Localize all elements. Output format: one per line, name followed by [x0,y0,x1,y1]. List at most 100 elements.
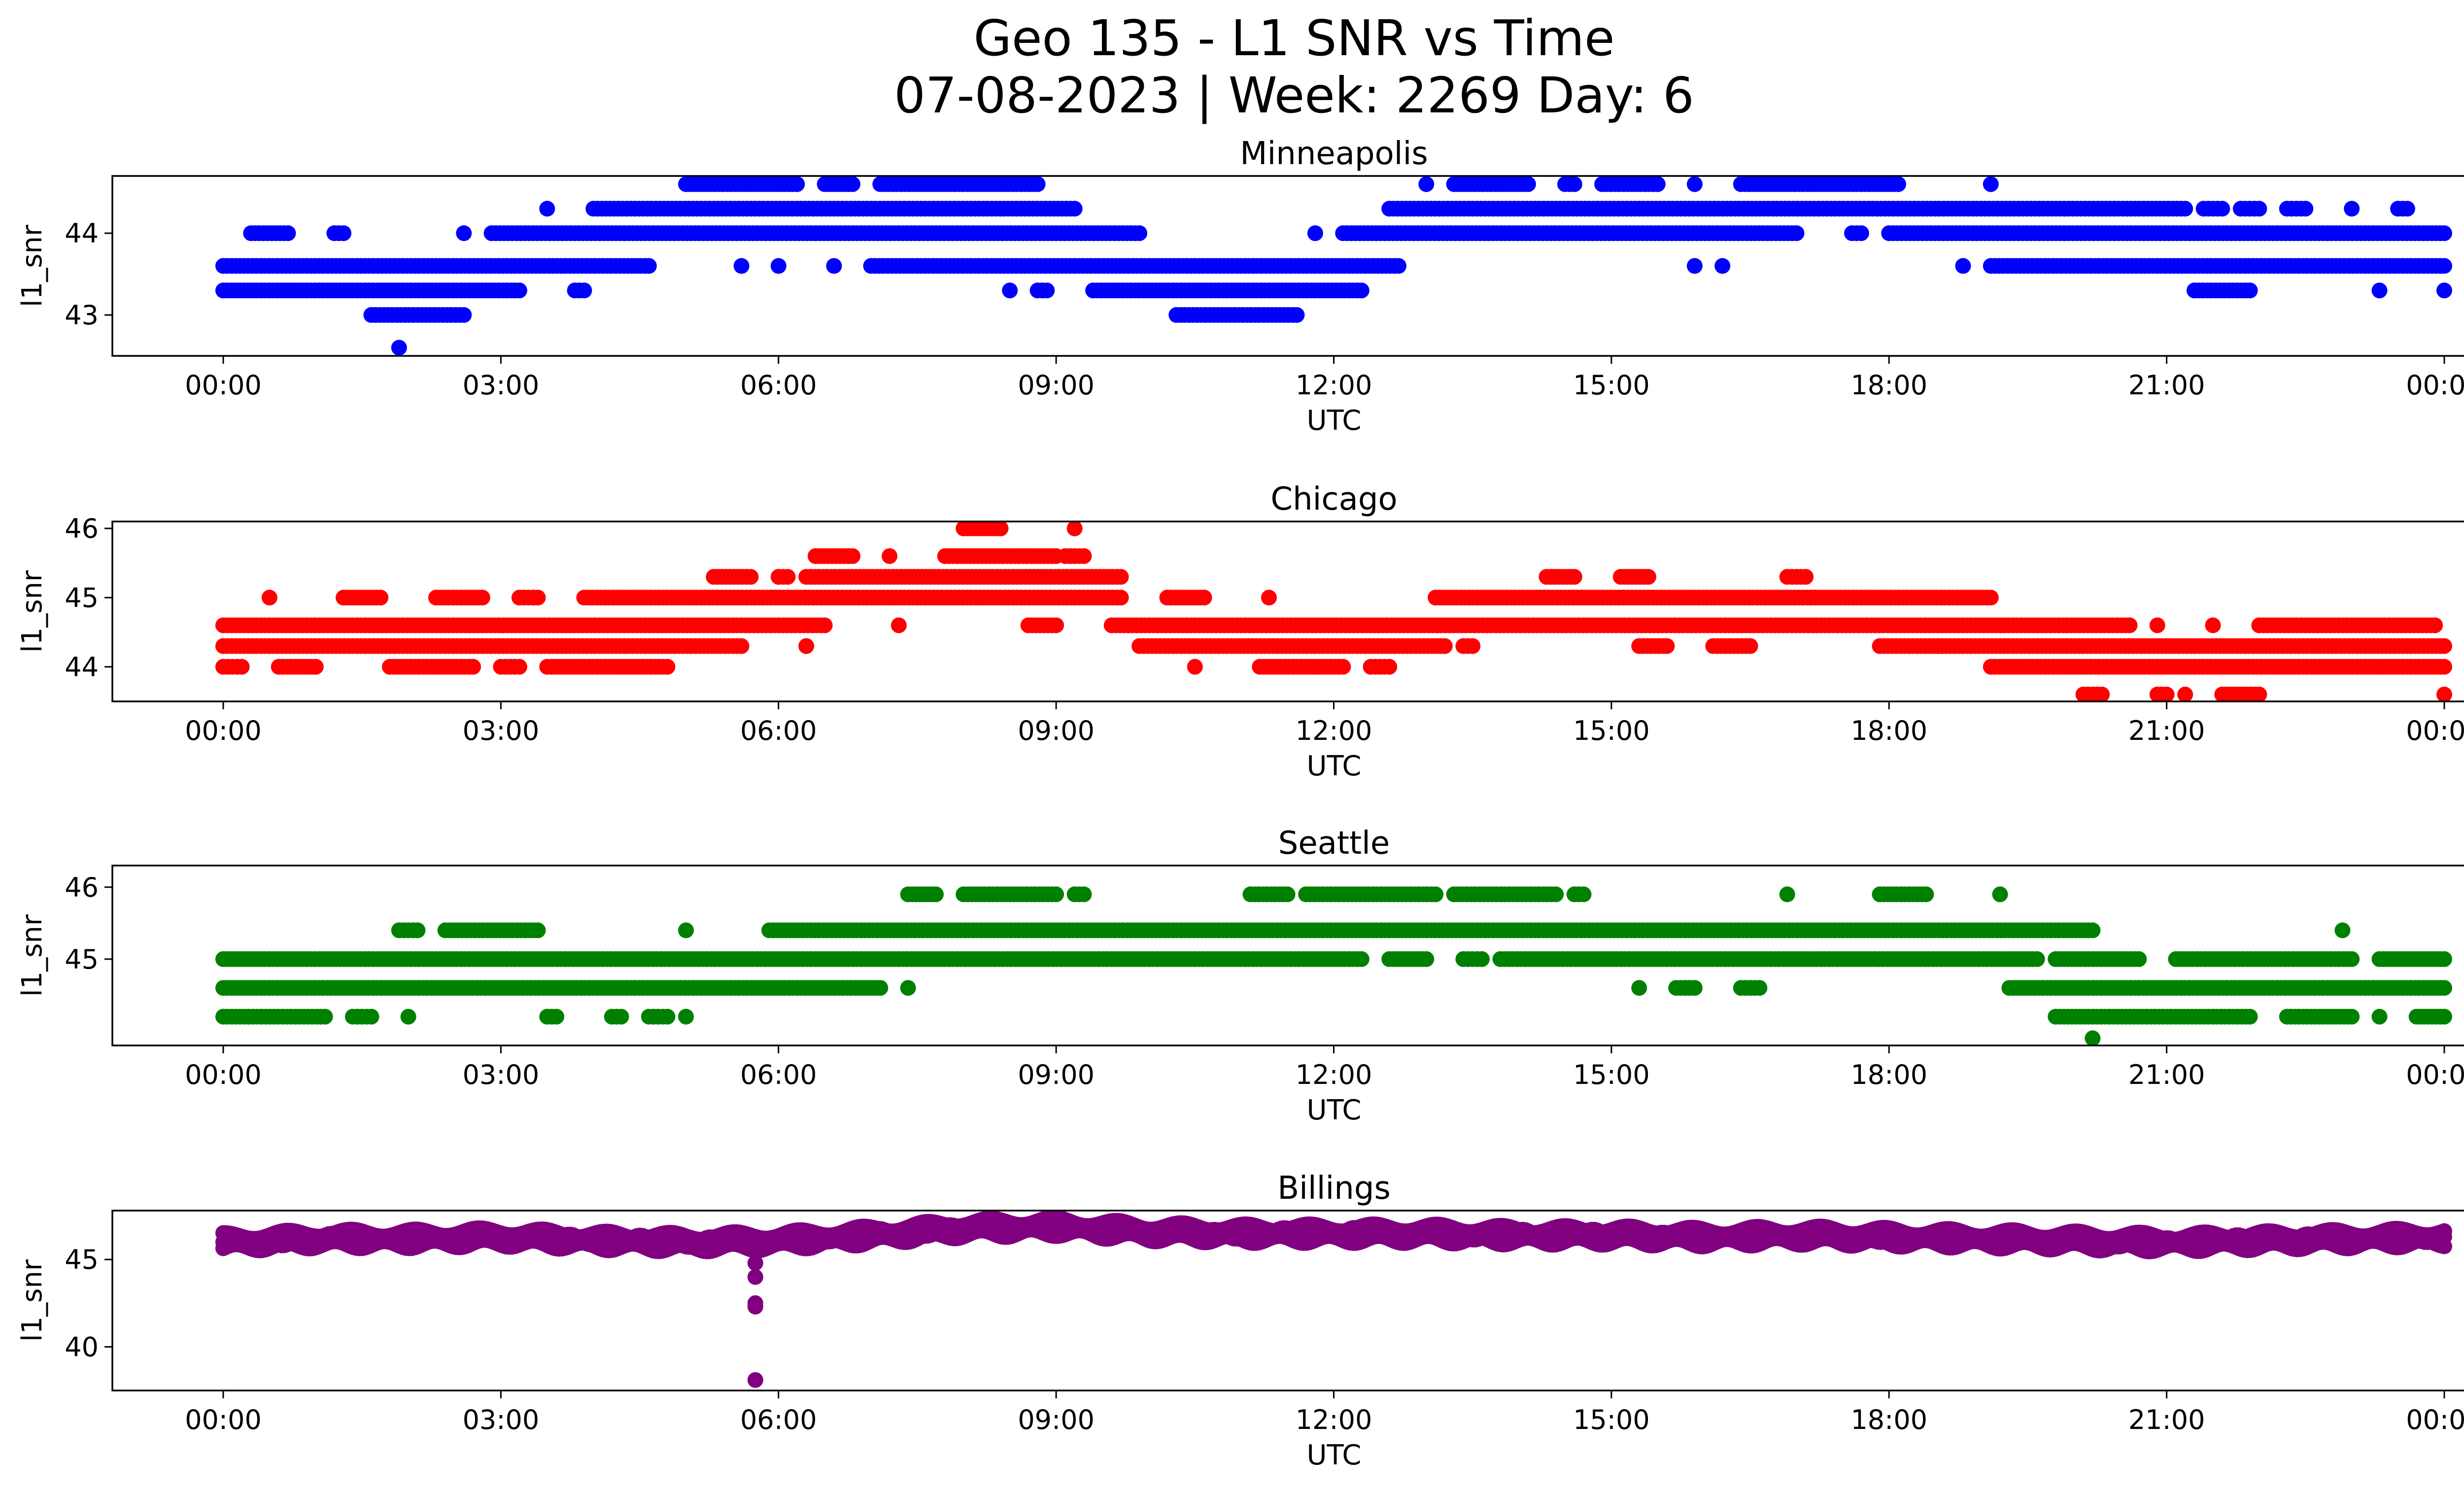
data-point [1428,886,1444,903]
data-point [576,282,592,299]
data-point [2344,951,2360,967]
data-point [1353,951,1369,967]
x-tick-label: 03:00 [463,370,540,401]
data-point [391,340,407,356]
data-point [2436,638,2452,654]
data-point [2251,201,2267,217]
data-point [2436,980,2452,996]
data-point [2131,951,2147,967]
data-point [845,548,860,564]
data-point [900,980,916,996]
figure-title-line1: Geo 135 - L1 SNR vs Time [974,9,1615,67]
data-point [1353,282,1369,299]
data-point [1048,617,1064,633]
data-point [2177,687,2193,701]
data-point [511,282,527,299]
data-point [1391,258,1406,274]
x-tick-label: 00:00 [185,715,262,746]
data-point [400,1008,416,1025]
data-point [2436,659,2452,675]
y-tick-label: 44 [65,218,99,249]
panel-title: Chicago [1270,481,1397,518]
data-point [1437,638,1453,654]
data-point [1983,590,1999,606]
data-point [1686,258,1703,274]
x-tick-label: 21:00 [2128,1059,2205,1090]
data-point [2436,687,2452,701]
x-tick-label: 12:00 [1296,715,1372,746]
data-point [2177,201,2193,217]
series-points [215,886,2452,1045]
data-point [1066,522,1083,536]
x-tick-label: 09:00 [1018,370,1095,401]
data-point [308,659,324,675]
data-point [2371,282,2388,299]
y-axis-label: l1_snr [16,570,48,653]
data-point [2371,1008,2388,1025]
x-tick-label: 00:00 [185,370,262,401]
x-tick-label: 21:00 [2128,370,2205,401]
data-point [2436,951,2452,967]
data-point [1649,176,1666,192]
y-axis-label: l1_snr [16,914,48,997]
data-point [890,617,907,633]
data-point [548,1008,565,1025]
data-point [2205,617,2221,633]
data-point [1918,886,1934,903]
data-point [1002,282,1018,299]
data-point [1039,282,1055,299]
y-axis-label: l1_snr [16,224,48,307]
data-point [817,617,833,633]
data-point [1335,659,1351,675]
data-point [539,201,555,217]
y-tick-label: 45 [65,944,99,975]
x-tick-label: 00:00 [2406,1059,2464,1090]
data-point [2399,201,2415,217]
data-point [410,922,426,939]
x-tick-label: 18:00 [1850,1059,1927,1090]
data-point [530,590,546,606]
data-point [373,590,389,606]
x-tick-label: 00:00 [2406,370,2464,401]
data-point [872,980,889,996]
x-tick-label: 18:00 [1850,370,1927,401]
x-tick-label: 06:00 [740,370,817,401]
x-axis-label: UTC [1306,1094,1361,1126]
data-point [780,569,796,585]
data-point [659,659,676,675]
data-point [928,886,944,903]
data-point [456,225,472,242]
data-point [1289,307,1305,323]
data-point [1992,886,2008,903]
data-point [1798,569,1814,585]
data-point [336,225,352,242]
data-point [1631,980,1647,996]
data-point [1076,548,1092,564]
data-point [363,1008,379,1025]
data-point [511,659,527,675]
data-point [1418,951,1435,967]
x-tick-label: 00:00 [2406,715,2464,746]
panel-title: Billings [1277,1170,1391,1207]
data-point [1853,225,1869,242]
data-point [1076,886,1092,903]
data-point [826,258,842,274]
data-point [280,225,296,242]
data-point [1686,176,1703,192]
data-point [1686,980,1703,996]
x-tick-label: 18:00 [1850,715,1927,746]
data-point [992,522,1009,536]
data-point [456,307,472,323]
data-point [1307,225,1323,242]
data-point [1196,590,1212,606]
y-tick-label: 43 [65,300,99,331]
data-point [1187,659,1203,675]
data-point [1474,951,1490,967]
series-points [215,522,2452,701]
x-tick-label: 09:00 [1018,1059,1095,1090]
data-point [1279,886,1296,903]
data-point [1983,176,1999,192]
